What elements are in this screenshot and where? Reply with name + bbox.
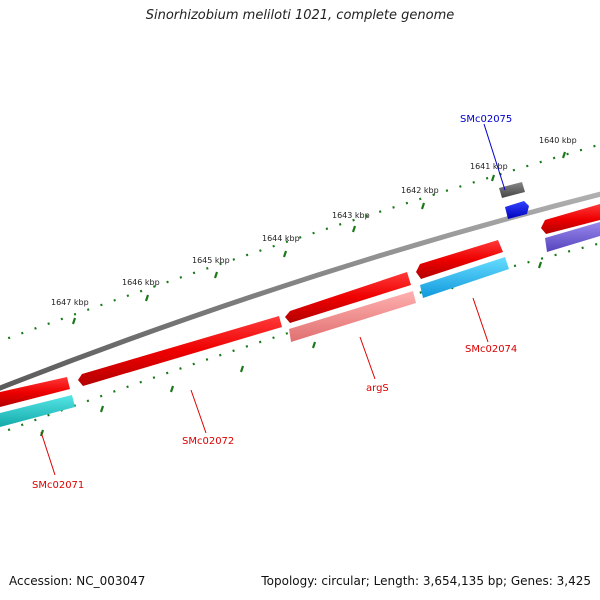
position-label: 1643 kbp [332,211,370,220]
position-label: 1646 kbp [122,278,160,287]
major-tick [537,261,543,269]
position-label: 1640 kbp [539,136,577,145]
major-tick [71,317,77,325]
callout-smc02071 [40,431,56,476]
major-tick [282,250,288,258]
smc02071-teal-feature[interactable] [0,395,75,427]
position-label: 1647 kbp [51,298,89,307]
edge-purple-feature[interactable] [545,222,600,252]
gene-label-smc02074[interactable]: SMc02074 [465,344,517,355]
outer-tick-ring [0,143,600,343]
major-tick [420,202,426,210]
args-pink-feature[interactable] [289,291,416,342]
major-tick [39,429,45,437]
callout-smc02074 [472,297,489,343]
smc02072-red-feature[interactable] [78,316,282,386]
edge-red-feature[interactable] [541,204,600,234]
args-red-feature[interactable] [285,272,411,323]
position-labels: 1640 kbp 1641 kbp 1642 kbp 1643 kbp 1644… [51,136,577,307]
accession-label: Accession: NC_003047 [9,574,146,588]
major-tick [490,174,496,182]
genome-summary: Topology: circular; Length: 3,654,135 bp… [261,574,591,588]
gene-label-smc02072[interactable]: SMc02072 [182,436,234,447]
position-label: 1644 kbp [262,234,300,243]
smc02074-cyan-feature[interactable] [420,257,509,298]
major-tick [311,341,317,349]
gene-label-smc02075[interactable]: SMc02075 [460,114,512,125]
major-tick [99,405,105,413]
map-title: Sinorhizobium meliloti 1021, complete ge… [145,8,455,23]
position-label: 1645 kbp [192,256,230,265]
major-tick [351,225,357,233]
callout-smc02072 [190,389,207,434]
callout-smc02075 [483,123,506,191]
gene-label-smc02071[interactable]: SMc02071 [32,480,84,491]
major-tick [239,365,245,373]
callout-args [359,336,376,380]
position-label: 1641 kbp [470,162,508,171]
major-tick [213,271,219,279]
position-label: 1642 kbp [401,186,439,195]
major-ticks-outer [71,151,567,325]
genome-backbone [0,191,600,391]
major-tick [144,294,150,302]
smc02071-red-feature[interactable] [0,377,70,407]
major-tick [561,151,567,159]
smc02075-blue-feature[interactable] [505,201,529,219]
smc02074-red-feature[interactable] [416,240,503,279]
gene-label-args[interactable]: argS [366,383,389,394]
major-tick [169,385,175,393]
smc02075-gray-feature[interactable] [499,182,525,198]
